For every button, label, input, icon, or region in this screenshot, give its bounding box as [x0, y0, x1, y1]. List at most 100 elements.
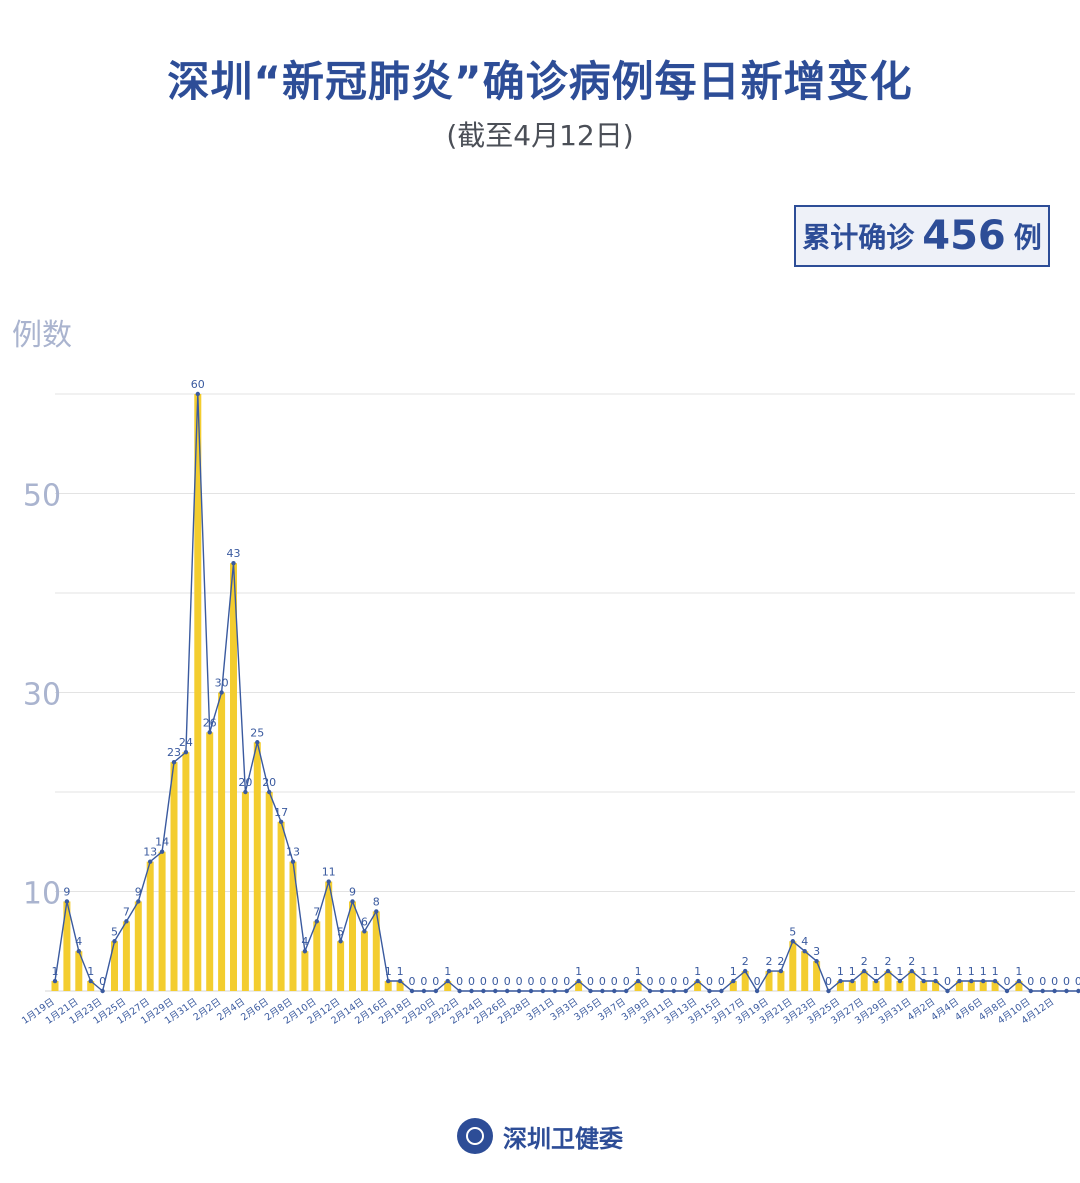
bar [634, 981, 642, 991]
data-point [850, 978, 855, 984]
data-point [909, 968, 914, 974]
data-label: 9 [63, 885, 70, 898]
data-point [1028, 988, 1034, 994]
data-point [707, 988, 712, 994]
bar [194, 394, 202, 991]
data-point [100, 988, 105, 994]
data-label: 1 [932, 965, 939, 978]
data-label: 1 [873, 965, 880, 978]
data-label: 0 [480, 975, 487, 988]
data-label: 20 [238, 776, 252, 789]
bar [111, 941, 118, 991]
data-point [362, 929, 367, 934]
data-label: 0 [825, 975, 832, 988]
data-label: 0 [551, 975, 558, 988]
data-point [612, 988, 617, 994]
data-label: 0 [468, 975, 475, 988]
data-label: 2 [766, 955, 773, 968]
data-label: 60 [191, 378, 205, 391]
data-label: 0 [611, 975, 618, 988]
data-label: 0 [516, 975, 523, 988]
data-point [421, 988, 427, 994]
bar [289, 861, 297, 991]
data-label: 0 [1063, 975, 1070, 988]
data-point [731, 978, 736, 984]
bar [955, 981, 963, 991]
data-point [945, 988, 950, 994]
data-label: 1 [968, 965, 975, 978]
bar [860, 971, 868, 991]
data-point [433, 988, 438, 994]
data-label: 0 [409, 975, 416, 988]
data-label: 0 [1075, 975, 1080, 988]
bar [884, 971, 892, 991]
bar [170, 762, 178, 991]
data-point [171, 759, 177, 765]
data-label: 0 [670, 975, 677, 988]
data-point [207, 730, 212, 735]
data-point [469, 988, 474, 994]
data-point [136, 899, 141, 904]
bar [372, 911, 380, 991]
data-label: 0 [432, 975, 439, 988]
data-label: 2 [885, 955, 892, 968]
data-label: 0 [1004, 975, 1011, 988]
data-point [124, 919, 129, 924]
y-axis-label: 例数 [12, 318, 72, 353]
bar [301, 951, 309, 991]
data-label: 0 [1027, 975, 1034, 988]
total-cases-box: 累计确诊 456 例 [794, 205, 1050, 267]
data-label: 0 [647, 975, 654, 988]
data-label: 1 [849, 965, 856, 978]
bar [801, 951, 809, 991]
data-label: 1 [896, 965, 903, 978]
data-point [576, 978, 581, 984]
data-point [778, 968, 784, 974]
bar [777, 971, 785, 991]
bar [63, 901, 71, 991]
bar [848, 981, 856, 991]
data-point [231, 560, 236, 566]
y-tick-label: 30 [23, 678, 61, 713]
data-label: 0 [456, 975, 463, 988]
data-label: 25 [250, 726, 264, 739]
data-point [921, 978, 926, 984]
data-point [148, 859, 153, 864]
bar [230, 563, 237, 991]
data-label: 1 [87, 965, 94, 978]
bar [967, 981, 975, 991]
data-label: 11 [322, 866, 336, 879]
bar [206, 732, 214, 991]
data-label: 0 [99, 975, 106, 988]
data-label: 5 [789, 925, 796, 938]
data-point [386, 978, 391, 984]
data-label: 5 [337, 925, 344, 938]
data-point [314, 919, 319, 924]
data-label: 1 [980, 965, 987, 978]
bar [384, 981, 392, 991]
y-tick-label: 10 [23, 877, 61, 912]
bar [253, 742, 261, 991]
data-label: 0 [706, 975, 713, 988]
data-label: 1 [635, 965, 642, 978]
data-label: 0 [528, 975, 535, 988]
data-point [635, 978, 641, 984]
data-label: 24 [179, 736, 193, 749]
data-label: 4 [301, 935, 308, 948]
bar [908, 971, 916, 991]
total-unit: 例 [1013, 221, 1042, 254]
data-label: 43 [227, 547, 241, 560]
data-point [243, 789, 248, 795]
data-point [481, 988, 486, 994]
data-point [814, 958, 819, 964]
data-point [826, 988, 831, 994]
data-label: 9 [135, 885, 142, 898]
data-label: 0 [587, 975, 594, 988]
data-point [1040, 988, 1045, 994]
data-point [1076, 988, 1080, 994]
data-point [528, 988, 534, 994]
bar [979, 981, 987, 991]
data-label: 2 [908, 955, 915, 968]
data-label: 17 [274, 806, 288, 819]
